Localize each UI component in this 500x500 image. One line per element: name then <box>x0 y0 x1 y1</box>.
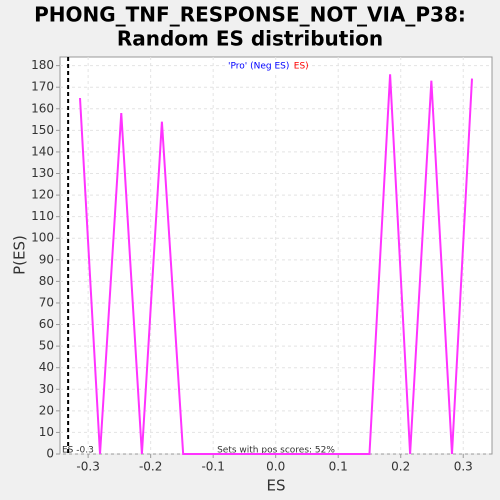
y-tick-label: 140 <box>31 144 54 158</box>
y-tick-label: 130 <box>31 166 54 180</box>
series-line <box>79 74 473 455</box>
y-tick-label: 60 <box>39 317 54 331</box>
y-tick-label: 180 <box>31 58 54 72</box>
y-tick-label: 120 <box>31 188 54 202</box>
x-tick-label: 0.3 <box>454 460 473 474</box>
real-es-label: ES -0.3 <box>62 446 94 456</box>
y-tick-label: 150 <box>31 123 54 137</box>
y-tick-label: 110 <box>31 209 54 223</box>
y-tick-label: 40 <box>39 360 54 374</box>
y-axis-label: P(ES) <box>11 235 29 275</box>
chart-subtitle: Random ES distribution <box>117 27 383 51</box>
y-tick-label: 20 <box>39 403 54 417</box>
legend-entry: 'Pro' (Neg ES) <box>228 62 289 72</box>
y-tick-label: 90 <box>39 252 54 266</box>
chart-title: PHONG_TNF_RESPONSE_NOT_VIA_P38: <box>34 3 466 27</box>
legend-backdrop <box>225 60 293 72</box>
y-tick-label: 10 <box>39 425 54 439</box>
y-tick-label: 30 <box>39 382 54 396</box>
x-tick-label: 0.0 <box>266 460 285 474</box>
x-tick-label: 0.2 <box>391 460 410 474</box>
y-tick-label: 70 <box>39 295 54 309</box>
x-tick-label: -0.2 <box>139 460 162 474</box>
y-tick-label: 0 <box>46 447 54 461</box>
x-axis-label: ES <box>267 477 286 495</box>
y-tick-label: 100 <box>31 231 54 245</box>
x-tick-label: 0.1 <box>329 460 348 474</box>
y-tick-label: 170 <box>31 80 54 94</box>
y-tick-label: 160 <box>31 101 54 115</box>
x-tick-label: -0.1 <box>201 460 224 474</box>
annotation: Sets with pos scores: 52% <box>217 446 335 456</box>
y-tick-label: 80 <box>39 274 54 288</box>
y-tick-label: 50 <box>39 339 54 353</box>
x-tick-label: -0.3 <box>76 460 99 474</box>
